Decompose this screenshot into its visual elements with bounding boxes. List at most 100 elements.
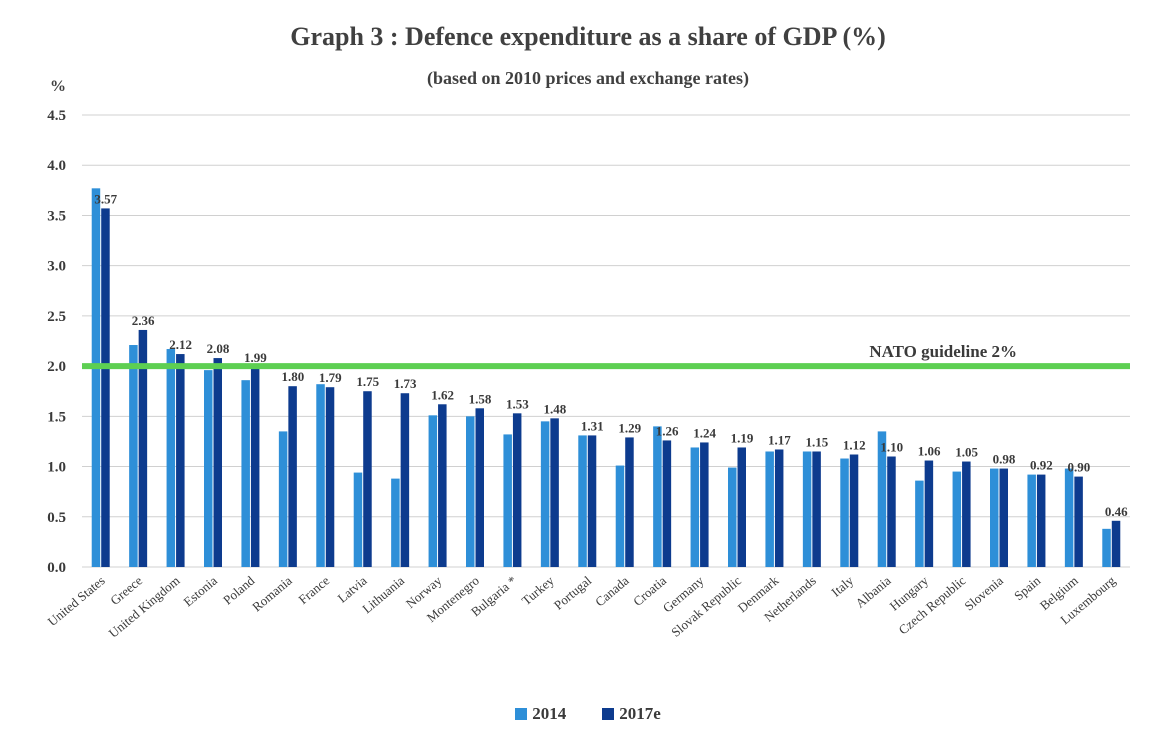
bar-2017e [475,408,484,567]
x-category-label: Albania [852,573,893,611]
x-category-label: Portugal [551,573,595,613]
bar-2014 [316,384,325,567]
bar-2014 [1102,528,1111,567]
bar-2017e [1111,520,1121,567]
data-label: 1.15 [805,434,828,449]
y-tick-label: 2.0 [47,359,66,375]
y-tick-label: 0.5 [47,510,66,526]
data-label: 0.90 [1067,460,1090,475]
bar-2017e [101,208,110,567]
bar-2014 [728,467,737,567]
data-label: 1.24 [693,425,716,440]
bar-2017e [962,461,971,567]
y-tick-label: 2.5 [47,309,66,325]
bar-2017e [176,354,185,567]
reference-line-label: NATO guideline 2% [869,342,1017,361]
bar-2017e [1074,476,1083,567]
data-label: 2.36 [132,313,155,328]
data-label: 1.48 [543,401,566,416]
bar-2017e [512,413,522,567]
data-label: 1.75 [356,374,379,389]
bar-2014 [503,434,512,567]
bar-2014 [653,426,662,567]
bar-2014 [877,431,887,567]
bar-2017e [887,456,896,567]
bar-2017e [1036,474,1046,567]
legend-item: 2017e [602,704,661,724]
data-label: 1.31 [581,418,604,433]
bar-2014 [578,435,587,567]
bar-2014 [1027,474,1036,567]
bar-2014 [765,451,774,567]
bar-2017e [400,393,410,567]
bar-2017e [774,449,784,567]
data-label: 3.57 [94,191,117,206]
data-label: 1.99 [244,350,267,365]
bar-2017e [662,440,672,567]
bar-2014 [915,480,924,567]
bar-2017e [550,418,559,567]
bar-2014 [466,416,475,567]
data-label: 1.05 [955,445,978,460]
x-category-label: Lithuania [359,573,407,617]
bar-2017e [999,468,1008,567]
x-category-label: Slovenia [961,573,1006,614]
bar-2014 [241,380,250,567]
bar-2017e [737,447,746,567]
data-label: 1.80 [281,369,304,384]
data-labels: 3.57 2.36 2.12 2.08 1.99 1.80 1.79 1.75 1.73 1.62… [94,191,1128,518]
data-label: 0.46 [1105,504,1128,519]
data-label: 1.73 [394,376,417,391]
bar-2017e [250,367,260,567]
bar-2014 [391,478,400,567]
bar-2014 [278,431,288,567]
data-label: 0.98 [993,452,1016,467]
x-category-label: Italy [828,572,856,599]
bar-2014 [540,421,550,567]
data-label: 0.92 [1030,458,1053,473]
y-axis-ticks: 0.0 0.5 1.0 1.5 2.0 2.5 3.0 3.5 4.0 4.5 [47,108,66,576]
bar-2017e [213,358,222,567]
bar-2017e [138,329,148,567]
bar-2014 [840,458,849,567]
x-category-label: Estonia [180,573,220,610]
bar-2014 [428,415,438,567]
bar-2017e [924,460,934,567]
legend-swatch [602,708,615,720]
bar-2017e [363,391,372,567]
bar-2017e [625,437,634,567]
bar-2017e [849,454,859,567]
bars [91,188,1121,567]
bar-2014 [690,447,700,567]
nato-reference-line: NATO guideline 2% [82,342,1130,370]
legend-label: 2017e [619,704,661,723]
x-category-label: Czech Republic [896,573,969,638]
bar-2014 [91,188,101,567]
data-label: 1.62 [431,387,454,402]
x-category-label: Canada [592,573,632,610]
data-label: 1.79 [319,370,342,385]
x-category-label: United States [45,573,108,629]
x-category-label: Romania [249,573,295,615]
bar-2014 [166,349,176,567]
bar-2014 [990,468,999,567]
data-label: 1.17 [768,432,791,447]
bar-2014 [1064,468,1074,567]
data-label: 1.19 [731,430,754,445]
y-tick-label: 4.0 [47,158,66,174]
data-label: 2.12 [169,337,192,352]
bar-2014 [802,451,812,567]
x-category-label: France [295,573,332,607]
y-tick-label: 4.5 [47,108,66,124]
y-tick-label: 3.0 [47,259,66,275]
bar-2014 [952,471,962,567]
data-label: 1.10 [880,440,903,455]
legend-item: 2014 [515,704,566,724]
chart-title: Graph 3 : Defence expenditure as a share… [290,22,886,51]
bar-2017e [812,451,821,567]
legend: 2014 2017e [0,704,1176,724]
bar-2017e [438,404,447,567]
bar-2017e [325,387,335,567]
y-axis-unit-label: % [50,78,66,95]
